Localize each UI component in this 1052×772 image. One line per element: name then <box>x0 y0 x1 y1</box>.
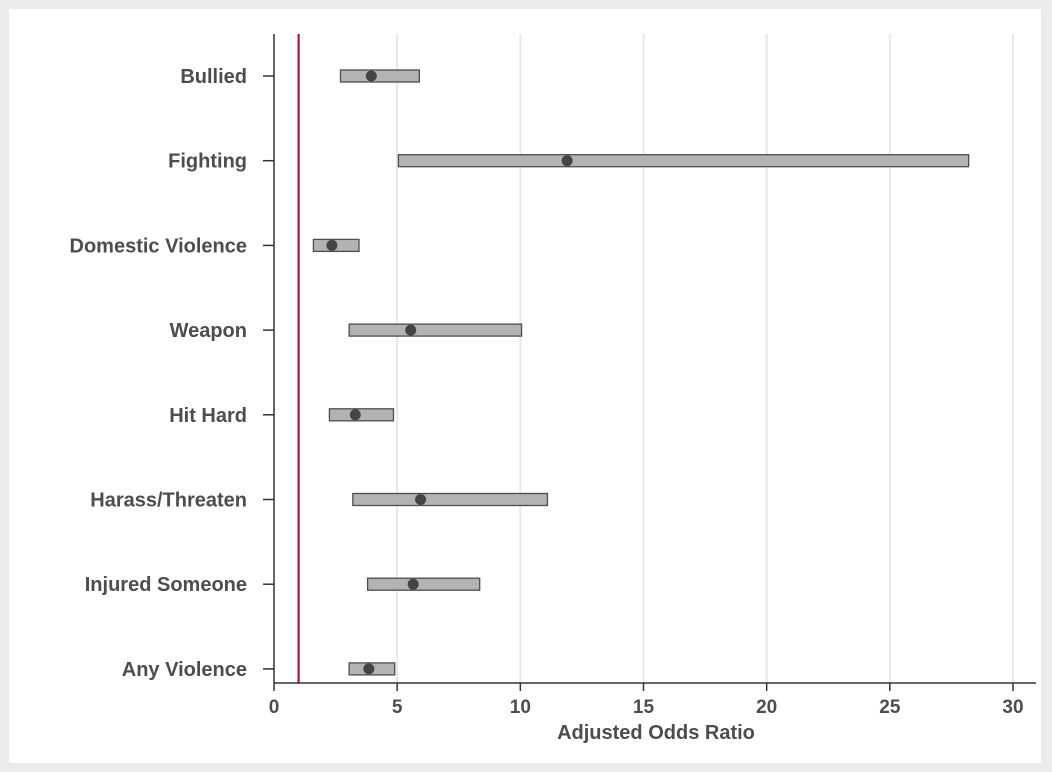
y-category-label: Bullied <box>180 66 247 88</box>
ci-bar <box>348 323 523 337</box>
point-estimate <box>415 494 427 505</box>
point-estimate <box>363 663 375 675</box>
confidence-intervals <box>297 34 970 683</box>
ci-bar <box>328 408 395 422</box>
grid-lines <box>396 34 1014 683</box>
x-tick-label: 30 <box>1002 697 1023 718</box>
forest-plot: 0 5 10 15 20 25 30 Bullied Fighting Domestic Viol… <box>70 34 1036 744</box>
y-category-label: Weapon <box>170 320 247 342</box>
x-tick-label: 15 <box>633 697 655 718</box>
x-tick-label: 20 <box>756 697 777 718</box>
y-category-label: Harass/Threaten <box>90 490 247 512</box>
point-estimate <box>561 155 573 167</box>
x-axis-title: Adjusted Odds Ratio <box>557 722 755 744</box>
y-category-label: Any Violence <box>122 659 247 681</box>
axes: 0 5 10 15 20 25 30 Bullied Fighting Domestic Viol… <box>70 34 1036 718</box>
y-category-label: Domestic Violence <box>70 235 247 257</box>
chart-frame: 0 5 10 15 20 25 30 Bullied Fighting Domestic Viol… <box>9 9 1041 763</box>
x-tick-label: 10 <box>510 697 531 718</box>
point-estimate <box>405 324 417 336</box>
x-tick-label: 5 <box>392 697 403 718</box>
ci-bar <box>339 69 420 83</box>
point-estimate <box>349 409 361 421</box>
y-category-label: Injured Someone <box>85 574 247 596</box>
y-category-label: Fighting <box>168 151 247 173</box>
ci-bar <box>397 154 970 168</box>
ci-bar <box>352 492 549 507</box>
y-category-label: Hit Hard <box>169 405 247 427</box>
x-tick-label: 25 <box>879 697 901 718</box>
point-estimate <box>326 239 338 251</box>
x-tick-label: 0 <box>269 697 280 718</box>
point-estimate <box>407 578 419 590</box>
point-estimate <box>365 70 377 82</box>
ci-bar <box>366 577 481 591</box>
